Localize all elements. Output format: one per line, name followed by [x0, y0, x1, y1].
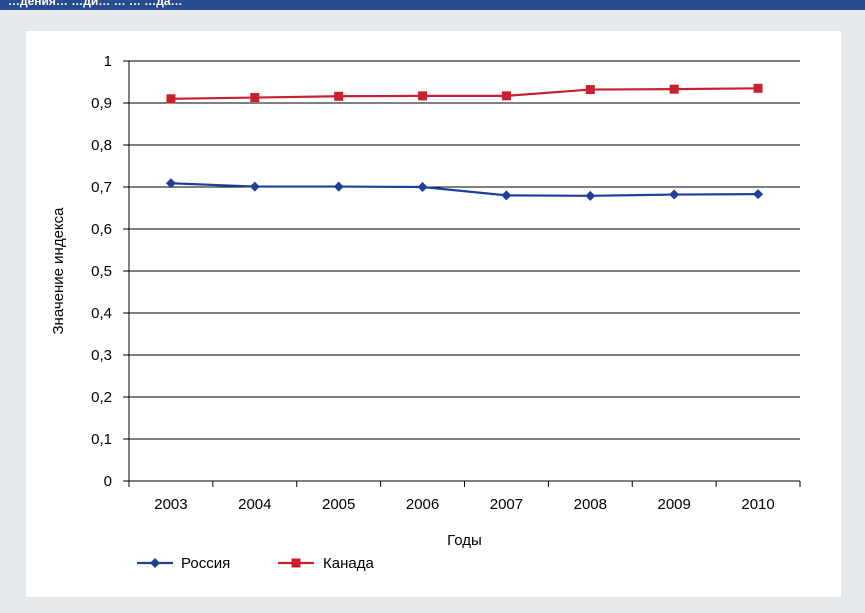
x-tick-label: 2010: [741, 496, 774, 513]
series-russia: [165, 178, 764, 201]
y-tick-label: 0,9: [91, 95, 112, 112]
x-axis-title: Годы: [447, 532, 482, 549]
series-canada-point: [250, 93, 260, 103]
x-tick-label: 2006: [406, 496, 439, 513]
top-banner: …дения… …ди… … … …да…: [0, 0, 865, 10]
series-russia-point: [669, 189, 680, 200]
x-tick-labels: 2003 2004 2005 2006 2007 2008 2009 2010: [154, 496, 775, 513]
y-tick-label: 0,1: [91, 431, 112, 448]
y-tick-label: 0: [104, 473, 112, 490]
y-tick-label: 0,5: [91, 263, 112, 280]
x-tick-label: 2005: [322, 496, 355, 513]
top-banner-text: …дения… …ди… … … …да…: [8, 0, 183, 8]
grid-lines: [129, 60, 800, 440]
series-russia-point: [501, 190, 512, 201]
x-tick-label: 2008: [574, 496, 607, 513]
series-russia-point: [417, 182, 428, 192]
series-canada-point: [334, 91, 344, 101]
x-tick-label: 2003: [154, 496, 187, 513]
series-layer: [165, 83, 764, 201]
legend: Россия Канада: [137, 555, 374, 572]
series-canada-point: [753, 83, 763, 93]
y-tick-label: 0,7: [91, 179, 112, 196]
y-tick-label: 0,8: [91, 137, 112, 154]
series-canada: [166, 83, 763, 104]
chart-panel: [26, 31, 841, 597]
y-tick-label: 1: [104, 53, 112, 70]
legend-russia-label: Россия: [181, 555, 230, 572]
series-russia-line: [170, 182, 759, 197]
y-axis-title: Значение индекса: [50, 207, 67, 335]
series-russia-point: [165, 178, 176, 189]
y-tick-label: 0,4: [91, 305, 112, 322]
y-tick-label: 0,6: [91, 221, 112, 238]
series-russia-point: [753, 189, 764, 200]
series-russia-point: [333, 181, 344, 192]
x-tick-label: 2009: [658, 496, 691, 513]
series-canada-line: [170, 87, 759, 100]
x-tick-label: 2004: [238, 496, 271, 513]
y-tick-label: 0,3: [91, 347, 112, 364]
y-tick-label: 0,2: [91, 389, 112, 406]
series-canada-point: [166, 94, 176, 104]
axes: [123, 60, 801, 487]
legend-russia-marker: [150, 558, 160, 568]
legend-canada-label: Канада: [323, 555, 374, 572]
y-tick-labels: 0 0,1 0,2 0,3 0,4 0,5 0,6 0,7 0,8 0,9 1: [91, 53, 112, 490]
x-tick-label: 2007: [490, 496, 523, 513]
series-canada-point: [585, 85, 595, 95]
series-russia-point: [249, 181, 260, 192]
series-canada-point: [501, 91, 511, 101]
series-canada-point: [418, 91, 428, 101]
series-russia-point: [585, 190, 596, 201]
legend-canada-marker: [291, 558, 301, 568]
series-canada-point: [669, 84, 679, 94]
